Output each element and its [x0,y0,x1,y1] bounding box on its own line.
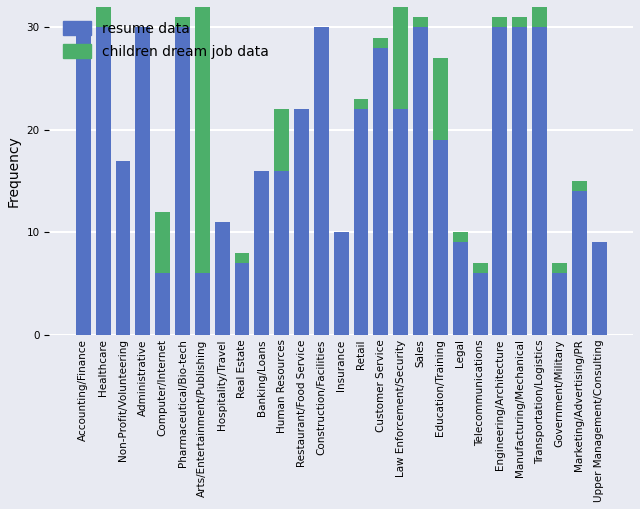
Bar [255,171,269,334]
Bar [215,222,230,334]
Bar [235,263,250,334]
Bar [275,109,289,171]
Bar [512,27,527,334]
Bar [472,273,488,334]
Bar [572,181,587,191]
Bar [373,38,388,48]
Bar [96,0,111,27]
Bar [116,160,131,334]
Bar [275,171,289,334]
Bar [156,212,170,273]
Bar [552,273,567,334]
Bar [136,27,150,334]
Bar [433,58,448,140]
Bar [235,252,250,263]
Bar [532,27,547,334]
Bar [433,140,448,334]
Bar [532,0,547,27]
Bar [96,27,111,334]
Bar [413,17,428,27]
Bar [175,17,190,27]
Bar [452,242,468,334]
Bar [552,263,567,273]
Bar [591,242,607,334]
Bar [353,99,369,109]
Bar [512,17,527,27]
Bar [175,27,190,334]
Bar [393,0,408,109]
Bar [572,191,587,334]
Bar [156,273,170,334]
Bar [314,27,329,334]
Bar [472,263,488,273]
Bar [195,0,210,273]
Bar [294,109,309,334]
Bar [76,27,91,334]
Bar [353,109,369,334]
Bar [492,27,508,334]
Y-axis label: Frequency: Frequency [7,135,21,207]
Legend: resume data, children dream job data: resume data, children dream job data [56,14,276,66]
Bar [393,109,408,334]
Bar [413,27,428,334]
Bar [452,232,468,242]
Bar [195,273,210,334]
Bar [492,17,508,27]
Bar [334,232,349,334]
Bar [373,48,388,334]
